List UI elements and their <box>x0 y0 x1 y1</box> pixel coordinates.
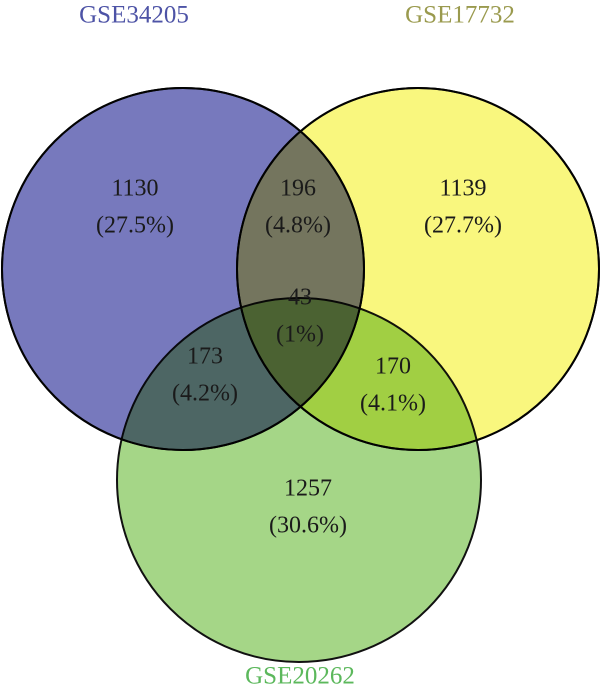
set-outline <box>1 87 365 451</box>
region-percent: (27.7%) <box>424 213 502 239</box>
region-count: 173 <box>187 344 223 370</box>
region-percent: (4.1%) <box>360 391 426 417</box>
set-label: GSE34205 <box>79 2 189 29</box>
region-percent: (4.2%) <box>172 381 238 407</box>
region-percent: (27.5%) <box>96 213 174 239</box>
region-count: 1257 <box>284 476 332 502</box>
region-percent: (1%) <box>276 322 324 348</box>
region-percent: (4.8%) <box>265 213 331 239</box>
region-count: 1139 <box>439 176 486 202</box>
set-label: GSE20262 <box>245 663 355 690</box>
region-count: 43 <box>288 285 312 311</box>
region-count: 1130 <box>111 176 158 202</box>
region-count: 196 <box>280 176 316 202</box>
set-label: GSE17732 <box>405 2 515 29</box>
region-count: 170 <box>375 354 411 380</box>
set-circle <box>116 297 482 663</box>
set-outline <box>236 87 600 451</box>
region-percent: (30.6%) <box>269 513 347 539</box>
